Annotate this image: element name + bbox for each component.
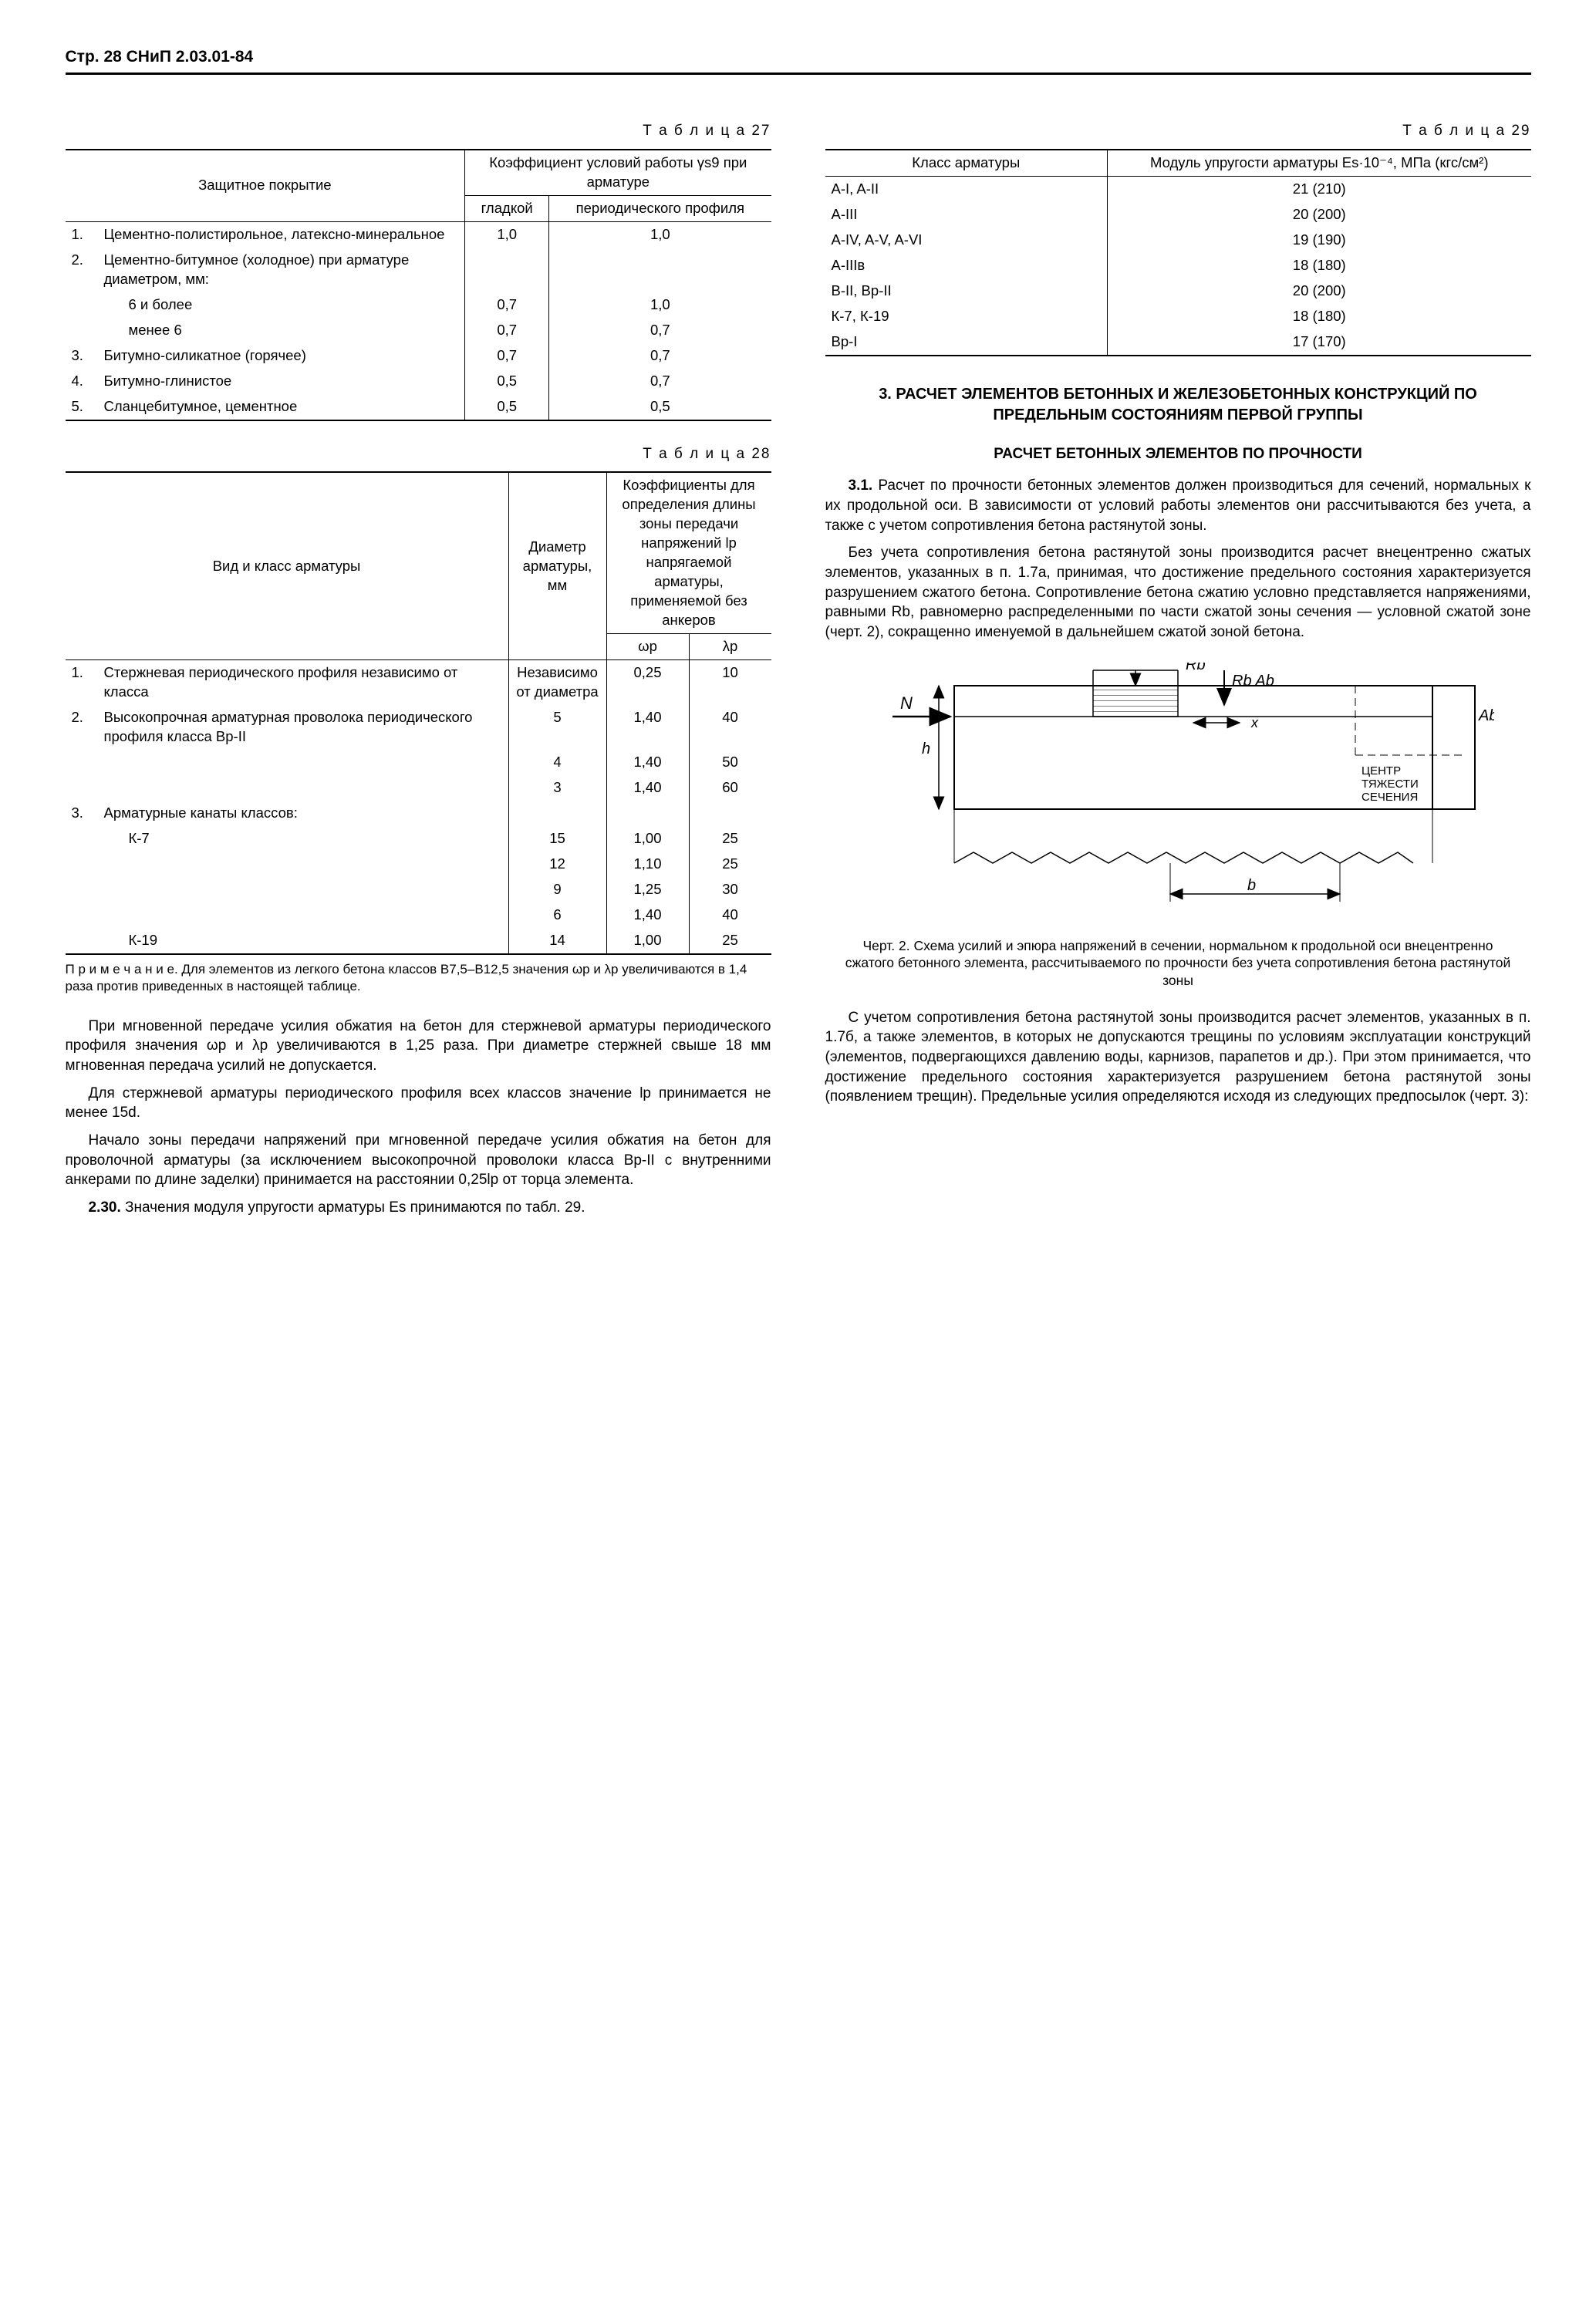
table-row: A-III20 (200) <box>825 202 1531 228</box>
s3-p1: 3.1. Расчет по прочности бетонных элемен… <box>825 476 1531 535</box>
left-column: Т а б л и ц а 27 Защитное покрытие Коэфф… <box>66 98 771 1225</box>
table-row: К-7151,0025 <box>66 826 771 852</box>
table-row: 31,4060 <box>66 775 771 801</box>
t28-h-lambda: λp <box>689 634 771 660</box>
table-row: менее 60,70,7 <box>66 318 771 343</box>
fig2-center-label: ЦЕНТР ТЯЖЕСТИ СЕЧЕНИЯ <box>1361 764 1422 804</box>
t29-h-class: Класс арматуры <box>825 150 1108 176</box>
section3-sub: РАСЧЕТ БЕТОННЫХ ЭЛЕМЕНТОВ ПО ПРОЧНОСТИ <box>825 444 1531 464</box>
svg-text:x: x <box>1250 715 1259 730</box>
table-row: 3.Арматурные канаты классов: <box>66 801 771 826</box>
svg-text:Rb: Rb <box>1186 663 1206 673</box>
t28-note: П р и м е ч а н и е. Для элементов из ле… <box>66 961 771 995</box>
table-row: B-II, Вр-II20 (200) <box>825 278 1531 304</box>
s3-p3: С учетом сопротивления бетона растянутой… <box>825 1008 1531 1107</box>
table-row: 91,2530 <box>66 877 771 902</box>
left-p1: При мгновенной передаче усилия обжатия н… <box>66 1017 771 1076</box>
svg-text:Ab: Ab <box>1478 707 1494 724</box>
table-row: 1.Стержневая периодического профиля неза… <box>66 660 771 705</box>
table29-caption: Т а б л и ц а 29 <box>825 121 1531 141</box>
table27: Защитное покрытие Коэффициент условий ра… <box>66 149 771 421</box>
table-row: A-IV, A-V, A-VI19 (190) <box>825 228 1531 253</box>
t27-h-coef: Коэффициент условий работы γs9 при армат… <box>465 150 771 195</box>
table28: Вид и класс арматуры Диаметр арматуры, м… <box>66 471 771 954</box>
figure-2-svg: Rb Rb Ab x N ЦЕНТР ТЯЖЕСТИ <box>862 663 1494 925</box>
t27-h-coating: Защитное покрытие <box>66 150 465 221</box>
t28-h-dia: Диаметр арматуры, мм <box>508 472 606 659</box>
table-row: 6 и более0,71,0 <box>66 292 771 318</box>
svg-text:h: h <box>922 740 930 757</box>
figure-2-caption: Черт. 2. Схема усилий и эпюра напряжений… <box>841 937 1516 990</box>
table28-caption: Т а б л и ц а 28 <box>66 444 771 464</box>
table-row: 3.Битумно-силикатное (горячее)0,70,7 <box>66 343 771 369</box>
table-row: A-IIIв18 (180) <box>825 253 1531 278</box>
svg-text:b: b <box>1247 877 1256 894</box>
t29-h-mod: Модуль упругости арматуры Es·10⁻⁴, МПа (… <box>1108 150 1531 176</box>
table-row: 2.Цементно-битумное (холодное) при армат… <box>66 248 771 292</box>
left-p3: Начало зоны передачи напряжений при мгно… <box>66 1131 771 1190</box>
table-row: К-7, К-1918 (180) <box>825 304 1531 329</box>
table-row: 121,1025 <box>66 852 771 877</box>
svg-text:Rb Ab: Rb Ab <box>1232 673 1274 690</box>
table-row: 41,4050 <box>66 750 771 775</box>
table-row: 5.Сланцебитумное, цементное0,50,5 <box>66 394 771 420</box>
s3-p2: Без учета сопротивления бетона растянуто… <box>825 543 1531 642</box>
page-number-code: Стр. 28 СНиП 2.03.01-84 <box>66 48 254 66</box>
left-p4: 2.30. Значения модуля упругости арматуры… <box>66 1198 771 1218</box>
table-row: Вр-I17 (170) <box>825 329 1531 356</box>
svg-text:N: N <box>900 693 913 713</box>
figure-2: Rb Rb Ab x N ЦЕНТР ТЯЖЕСТИ <box>825 663 1531 925</box>
t28-h-coef: Коэффициенты для определения длины зоны … <box>606 472 771 633</box>
table29: Класс арматуры Модуль упругости арматуры… <box>825 149 1531 356</box>
table-row: 61,4040 <box>66 902 771 928</box>
table-row: 1.Цементно-полистирольное, латексно-мине… <box>66 221 771 247</box>
table-row: 2.Высокопрочная арматурная проволока пер… <box>66 705 771 750</box>
left-p2: Для стержневой арматуры периодического п… <box>66 1084 771 1123</box>
right-column: Т а б л и ц а 29 Класс арматуры Модуль у… <box>825 98 1531 1225</box>
t28-h-omega: ωp <box>606 634 689 660</box>
section3-title: 3. РАСЧЕТ ЭЛЕМЕНТОВ БЕТОННЫХ И ЖЕЛЕЗОБЕТ… <box>825 384 1531 426</box>
table-row: К-19141,0025 <box>66 928 771 954</box>
table-row: 4.Битумно-глинистое0,50,7 <box>66 369 771 394</box>
t27-h-periodic: периодического профиля <box>549 195 771 221</box>
t28-h-kind: Вид и класс арматуры <box>66 472 509 659</box>
table-row: A-I, A-II21 (210) <box>825 176 1531 201</box>
t27-h-smooth: гладкой <box>465 195 549 221</box>
table27-caption: Т а б л и ц а 27 <box>66 121 771 141</box>
page-header: Стр. 28 СНиП 2.03.01-84 <box>66 46 1531 75</box>
